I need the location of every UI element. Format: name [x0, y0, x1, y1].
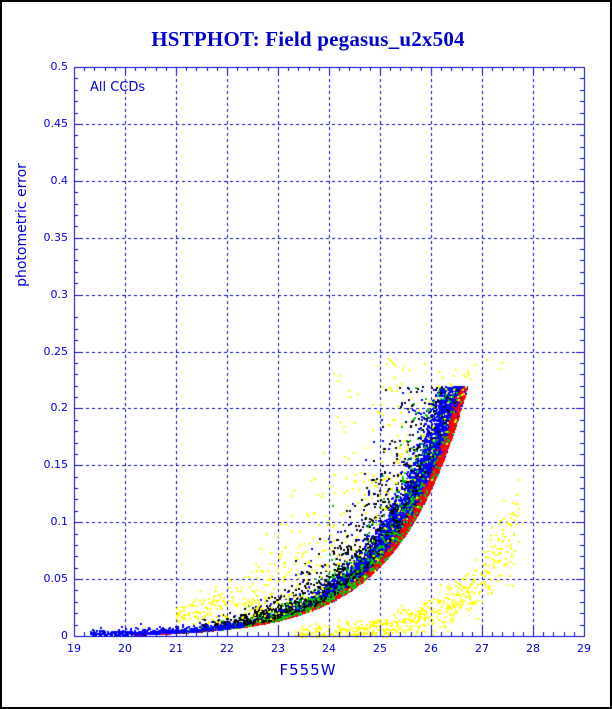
plot-annotation-all-ccds: All CCDs: [90, 80, 146, 95]
y-tick-label: 0.35: [43, 230, 69, 244]
y-tick-label: 0.45: [43, 116, 69, 130]
x-tick-label: 27: [475, 642, 489, 655]
x-tick-label: 20: [118, 642, 132, 655]
x-tick-label: 28: [526, 642, 540, 655]
y-tick-label: 0.1: [50, 515, 69, 529]
y-tick-label: 0: [61, 629, 68, 642]
x-axis-label: F555W: [279, 661, 337, 679]
y-tick-label: 0.3: [50, 287, 69, 301]
y-tick-label: 0.4: [50, 173, 69, 187]
x-tick-label: 24: [322, 642, 336, 655]
x-tick-label: 22: [220, 642, 234, 655]
x-tick-label: 25: [373, 642, 387, 655]
x-tick-label: 21: [169, 642, 183, 655]
y-tick-label: 0.25: [43, 344, 69, 358]
y-tick-label: 0.05: [43, 572, 69, 586]
x-tick-label: 19: [67, 642, 81, 655]
y-tick-label: 0.5: [50, 60, 69, 73]
x-tick-label: 29: [577, 642, 591, 655]
x-tick-label: 26: [424, 642, 438, 655]
y-tick-label: 0.2: [50, 401, 69, 415]
x-tick-label: 23: [271, 642, 285, 655]
y-tick-label: 0.15: [43, 458, 69, 472]
